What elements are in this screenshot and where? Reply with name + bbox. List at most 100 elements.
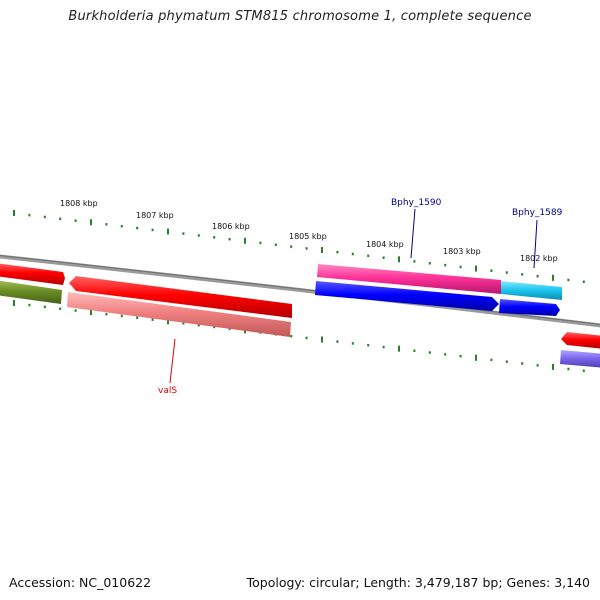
gene-label-bphy1589: Bphy_1589 <box>512 208 563 218</box>
accession-text: Accession: NC_010622 <box>9 575 152 590</box>
tick-label-1804: 1804 kbp <box>366 240 404 249</box>
gene-blue-long <box>315 281 499 311</box>
outer-track-major-tick <box>321 247 323 254</box>
gene-olive-left <box>0 280 62 304</box>
inner-tick-track <box>13 300 585 373</box>
outer-track-major-tick <box>13 210 15 216</box>
outer-track-minor-tick <box>413 260 416 263</box>
inner-track-minor-tick <box>305 336 308 340</box>
outer-track-minor-tick <box>367 254 370 258</box>
tick-label-1806: 1806 kbp <box>212 222 250 231</box>
outer-track-minor-tick <box>351 252 354 256</box>
outer-track-minor-tick <box>74 219 77 222</box>
outer-track-minor-tick <box>213 236 216 239</box>
inner-track-minor-tick <box>567 367 570 371</box>
leader-line-vals <box>169 338 176 384</box>
outer-track-minor-tick <box>428 262 431 265</box>
inner-track-minor-tick <box>43 305 46 309</box>
inner-track-minor-tick <box>182 322 185 325</box>
inner-track-major-tick <box>13 300 15 306</box>
gene-red-right <box>561 332 600 349</box>
outer-track-minor-tick <box>120 224 123 228</box>
inner-track-minor-tick <box>336 340 339 343</box>
outer-track-minor-tick <box>197 234 200 237</box>
inner-track-minor-tick <box>536 364 539 367</box>
outer-track-major-tick <box>244 237 246 244</box>
inner-track-minor-tick <box>28 303 31 307</box>
inner-track-minor-tick <box>490 358 493 362</box>
outer-track-minor-tick <box>336 250 339 254</box>
tick-label-1807: 1807 kbp <box>136 211 174 220</box>
outer-track-minor-tick <box>305 247 308 250</box>
outer-track-major-tick <box>552 274 554 281</box>
gene-red-vals <box>69 276 292 318</box>
gene-magenta <box>317 264 501 294</box>
outer-track-minor-tick <box>382 256 385 259</box>
outer-track-minor-tick <box>567 278 570 282</box>
outer-track-minor-tick <box>459 265 462 269</box>
inner-track-minor-tick <box>213 325 216 329</box>
inner-track-major-tick <box>90 309 92 316</box>
inner-track-major-tick <box>321 336 323 343</box>
outer-track-minor-tick <box>582 280 585 284</box>
outer-track-minor-tick <box>28 213 31 217</box>
inner-track-minor-tick <box>382 345 385 349</box>
outer-track-minor-tick <box>136 226 139 230</box>
inner-track-minor-tick <box>582 369 585 373</box>
inner-track-major-tick <box>167 318 169 325</box>
inner-track-major-tick <box>552 363 554 370</box>
outer-tick-track <box>13 210 585 284</box>
inner-track-minor-tick <box>59 307 62 310</box>
inner-track-major-tick <box>475 354 477 361</box>
outer-track-minor-tick <box>290 245 293 248</box>
inner-track-minor-tick <box>74 309 77 312</box>
tick-label-1802: 1802 kbp <box>520 254 558 263</box>
tick-label-1803: 1803 kbp <box>443 247 481 256</box>
gene-blue-short <box>499 299 560 316</box>
outer-track-major-tick <box>167 228 169 235</box>
outer-track-minor-tick <box>521 273 524 276</box>
outer-track-minor-tick <box>274 243 277 246</box>
outer-track-minor-tick <box>490 269 493 272</box>
gene-label-vals: valS <box>158 386 177 396</box>
gene-label-bphy1590: Bphy_1590 <box>391 198 442 208</box>
inner-track-minor-tick <box>290 334 293 338</box>
outer-track-major-tick <box>90 219 92 226</box>
outer-track-major-tick <box>475 265 477 272</box>
inner-track-minor-tick <box>197 323 200 327</box>
outer-track-minor-tick <box>228 237 231 241</box>
outer-track-minor-tick <box>151 228 154 232</box>
inner-track-minor-tick <box>413 349 416 352</box>
gene-salmon-vals <box>67 292 291 337</box>
outer-track-minor-tick <box>444 263 447 267</box>
inner-track-minor-tick <box>459 354 462 358</box>
inner-track-minor-tick <box>428 351 431 354</box>
inner-track-minor-tick <box>367 343 370 347</box>
inner-track-minor-tick <box>151 318 154 321</box>
genome-summary-text: Topology: circular; Length: 3,479,187 bp… <box>246 575 590 590</box>
inner-track-minor-tick <box>136 316 139 320</box>
map-title: Burkholderia phymatum STM815 chromosome … <box>68 9 532 24</box>
outer-track-minor-tick <box>505 271 508 274</box>
leader-line-bphy1590 <box>410 208 416 259</box>
inner-track-minor-tick <box>120 314 123 318</box>
chromosome-backbone <box>0 254 600 328</box>
outer-track-major-tick <box>398 256 400 263</box>
tick-label-1808: 1808 kbp <box>60 199 98 208</box>
inner-track-major-tick <box>398 345 400 352</box>
gene-purple-right <box>560 350 600 368</box>
gene-red-left-top <box>0 263 65 285</box>
inner-track-minor-tick <box>351 342 354 345</box>
outer-track-minor-tick <box>536 274 539 278</box>
inner-track-minor-tick <box>444 353 447 356</box>
outer-track-minor-tick <box>59 217 62 221</box>
inner-track-minor-tick <box>105 312 108 316</box>
inner-track-minor-tick <box>505 360 508 363</box>
outer-track-minor-tick <box>259 241 262 245</box>
outer-track-minor-tick <box>43 215 46 219</box>
outer-track-minor-tick <box>105 223 108 226</box>
leader-line-bphy1589 <box>533 219 538 269</box>
outer-track-minor-tick <box>182 232 185 235</box>
inner-track-minor-tick <box>521 362 524 365</box>
